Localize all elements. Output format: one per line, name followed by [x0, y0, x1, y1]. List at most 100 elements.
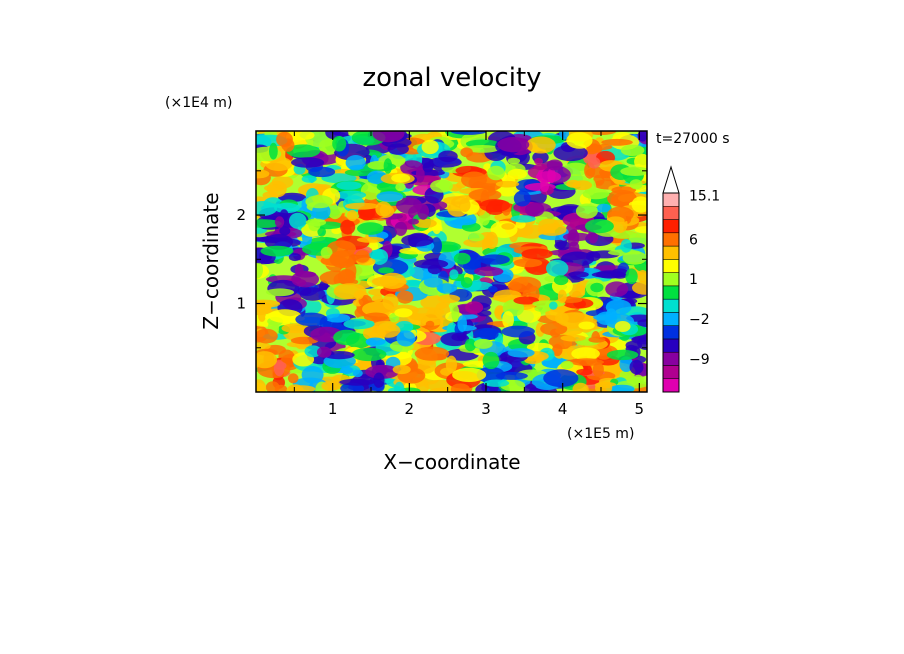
- field-blob: [537, 223, 567, 236]
- field-blob: [265, 381, 280, 392]
- x-axis-label: X−coordinate: [383, 450, 520, 474]
- field-blob: [501, 325, 535, 338]
- field-blob: [288, 253, 302, 262]
- x-tick-label: 4: [558, 400, 568, 418]
- field-blob: [525, 202, 545, 217]
- field-blob: [592, 362, 604, 378]
- field-blob: [625, 268, 638, 285]
- field-blob: [483, 379, 510, 387]
- field-blob: [507, 157, 521, 165]
- field-blob: [256, 261, 263, 279]
- field-blob: [552, 344, 563, 357]
- field-blob: [383, 158, 393, 174]
- field-blob: [425, 320, 435, 328]
- field-blob: [339, 378, 375, 386]
- field-blob: [501, 223, 515, 230]
- field-blob: [637, 270, 647, 283]
- field-blob: [365, 364, 400, 379]
- colorbar-segment: [662, 232, 680, 247]
- field-blob: [355, 250, 370, 263]
- field-blob: [423, 276, 443, 288]
- field-blob: [331, 227, 342, 235]
- colorbar-frame: [662, 192, 680, 393]
- field-blob: [343, 318, 375, 330]
- field-blob: [453, 252, 471, 265]
- colorbar-segment: [662, 192, 680, 207]
- field-blob: [450, 219, 476, 226]
- colorbar-segment: [662, 312, 680, 326]
- field-blob: [465, 301, 484, 314]
- field-blob: [461, 171, 487, 189]
- field-blob: [276, 131, 293, 147]
- field-blob: [401, 234, 434, 247]
- field-blob: [606, 349, 639, 361]
- field-blob: [562, 232, 592, 242]
- colorbar-segment: [662, 272, 680, 287]
- colorbar-segment: [662, 259, 680, 273]
- field-blob: [265, 288, 295, 297]
- field-blob: [288, 385, 316, 392]
- field-blob: [595, 381, 613, 392]
- field-blob: [638, 131, 647, 142]
- field-blob: [632, 374, 644, 385]
- field-blob: [452, 367, 487, 382]
- field-blob: [305, 218, 327, 227]
- field-blob: [553, 275, 569, 286]
- field-blob: [464, 338, 476, 352]
- field-blob: [553, 144, 588, 162]
- colorbar-segment: [662, 206, 680, 220]
- field-blob: [391, 173, 411, 183]
- field-blob: [289, 212, 307, 229]
- field-blob: [596, 203, 611, 213]
- field-blob: [478, 328, 499, 340]
- field-blob: [524, 356, 542, 365]
- field-blob: [569, 358, 604, 366]
- field-blob: [605, 281, 629, 297]
- field-blob: [405, 280, 423, 289]
- field-blob: [430, 237, 442, 255]
- colorbar-label: 15.1: [689, 189, 720, 205]
- field-blob: [372, 294, 383, 303]
- field-blob: [395, 182, 406, 192]
- field-blob: [308, 166, 336, 178]
- colorbar-segment: [662, 378, 680, 393]
- field-blob: [437, 294, 461, 304]
- field-blob: [507, 281, 522, 291]
- field-blob: [274, 216, 285, 228]
- field-blob: [614, 321, 631, 332]
- field-blob: [414, 346, 450, 361]
- field-blob: [566, 132, 593, 149]
- field-blob: [584, 219, 614, 234]
- x-tick-label: 2: [405, 400, 415, 418]
- field-blob: [513, 296, 539, 305]
- colorbar-label: 1: [689, 272, 698, 288]
- field-blob: [277, 192, 307, 202]
- x-unit-label: (×1E5 m): [567, 426, 634, 442]
- field-blob: [482, 351, 500, 370]
- field-blob: [376, 323, 401, 338]
- field-blob: [256, 299, 281, 308]
- field-blob: [281, 323, 311, 334]
- field-blob: [351, 347, 387, 362]
- field-blob: [588, 336, 606, 343]
- field-blob: [459, 198, 471, 213]
- field-blob: [620, 144, 645, 156]
- field-blob: [457, 315, 468, 332]
- field-blob: [256, 169, 270, 179]
- field-blob: [611, 186, 636, 195]
- field-blob: [256, 351, 278, 369]
- field-blob: [568, 271, 589, 278]
- field-blob: [286, 144, 321, 158]
- field-blob: [488, 285, 498, 293]
- field-blob: [329, 250, 357, 269]
- field-blob: [340, 219, 356, 235]
- chart-title: zonal velocity: [362, 63, 541, 93]
- field-blob: [269, 142, 278, 160]
- field-blob: [466, 252, 482, 269]
- field-blob: [274, 202, 300, 214]
- field-blob: [260, 245, 294, 257]
- field-blob: [409, 313, 424, 321]
- field-blob: [634, 226, 647, 234]
- field-blob: [295, 312, 328, 327]
- field-blob: [417, 203, 430, 220]
